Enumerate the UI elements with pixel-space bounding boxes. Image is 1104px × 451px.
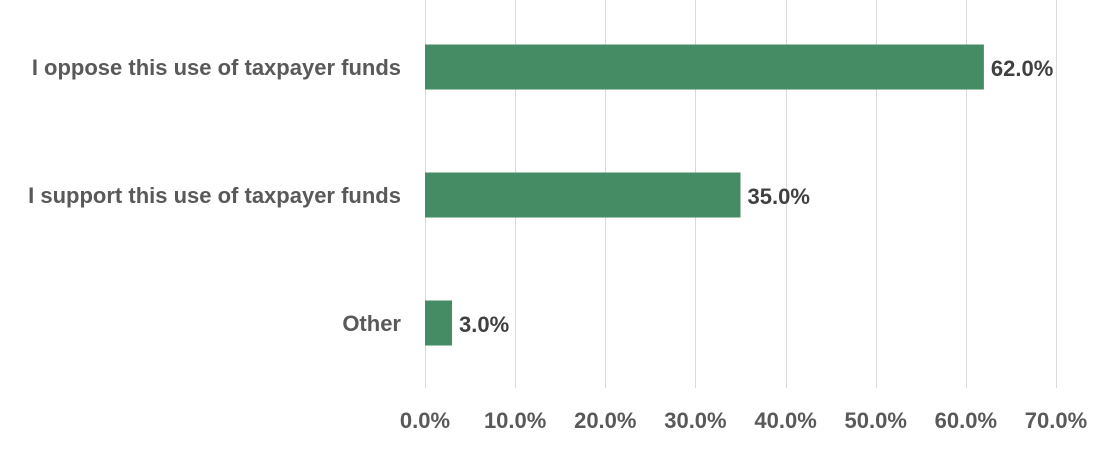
- x-tick-label: 20.0%: [574, 408, 636, 433]
- x-tick-label: 60.0%: [935, 408, 997, 433]
- x-tick-label: 30.0%: [664, 408, 726, 433]
- x-tick-label: 70.0%: [1025, 408, 1087, 433]
- bar: [425, 172, 741, 218]
- category-label: I oppose this use of taxpayer funds: [32, 55, 401, 80]
- x-axis-tick-labels: 0.0% 10.0% 20.0% 30.0% 40.0% 50.0% 60.0% 70.0%: [400, 408, 1087, 433]
- data-label: 3.0%: [459, 312, 509, 337]
- x-tick-label: 40.0%: [754, 408, 816, 433]
- x-tick-label: 10.0%: [484, 408, 546, 433]
- category-label: I support this use of taxpayer funds: [28, 183, 401, 208]
- data-labels: 62.0% 35.0% 3.0%: [459, 56, 1053, 337]
- bar: [425, 44, 984, 90]
- data-label: 62.0%: [991, 56, 1053, 81]
- category-labels: I oppose this use of taxpayer funds I sup…: [28, 55, 401, 336]
- x-tick-label: 50.0%: [845, 408, 907, 433]
- bar: [425, 300, 453, 346]
- data-label: 35.0%: [748, 184, 810, 209]
- x-tick-label: 0.0%: [400, 408, 450, 433]
- bars: [425, 44, 984, 346]
- category-label: Other: [342, 311, 401, 336]
